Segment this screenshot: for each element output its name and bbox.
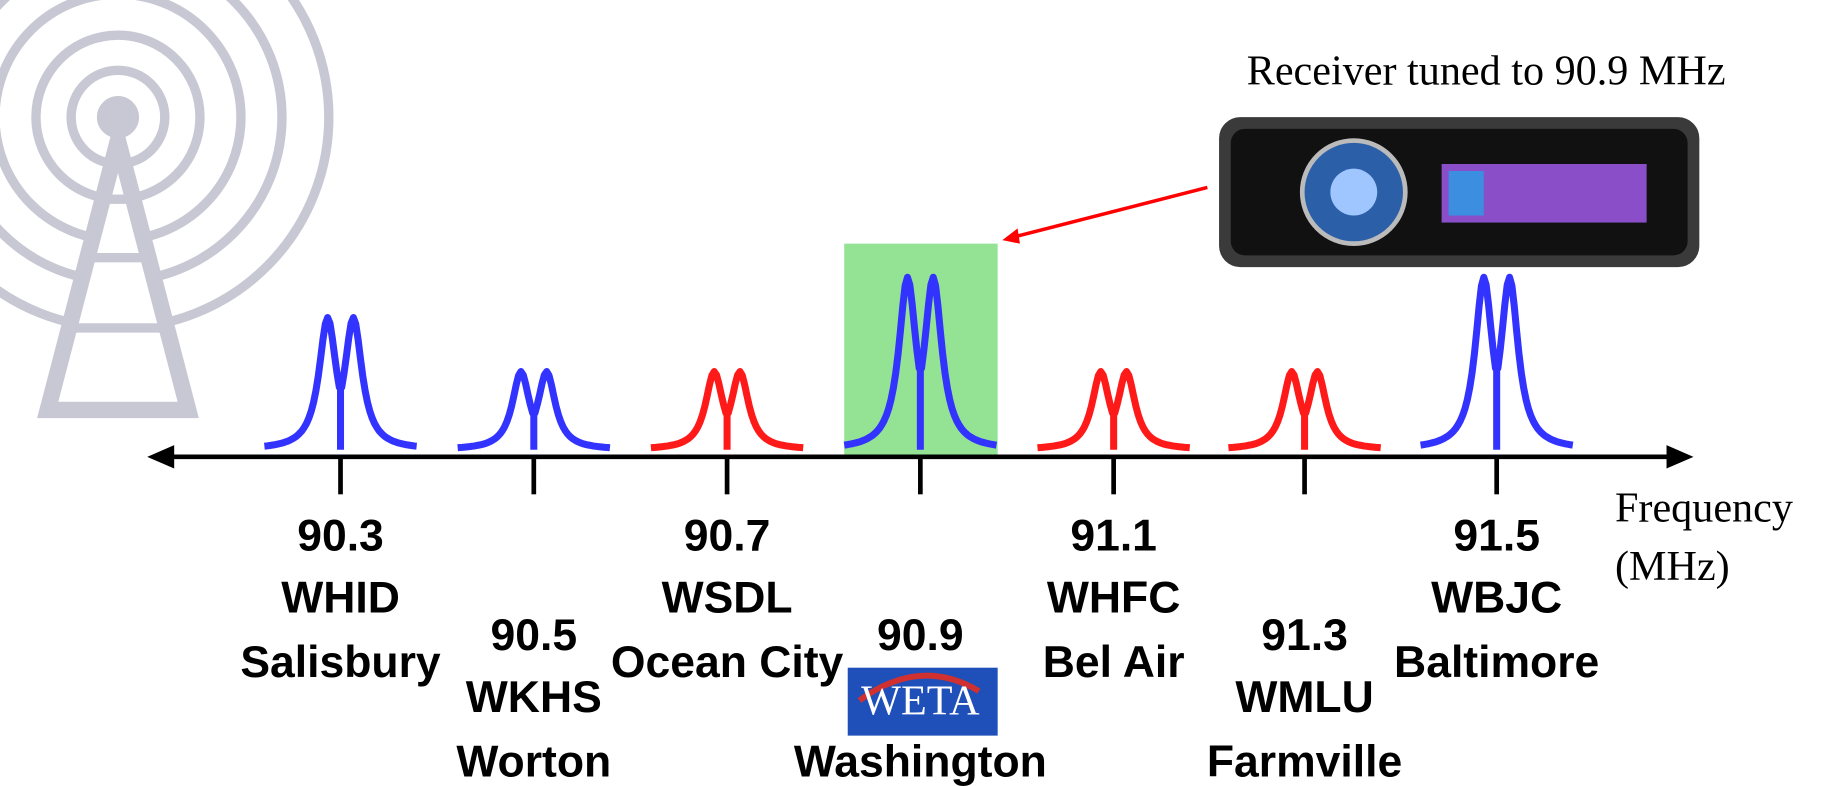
arrow-head <box>1002 228 1020 244</box>
station-call: WKHS <box>466 673 602 722</box>
station-call: WHID <box>281 574 400 623</box>
station-call: WMLU <box>1235 673 1373 722</box>
station-city: Ocean City <box>611 638 844 687</box>
station-city: Farmville <box>1207 738 1402 786</box>
station-frequency: 91.5 <box>1453 512 1540 561</box>
station-frequency: 90.5 <box>490 611 577 660</box>
tuning-arrow <box>1014 185 1208 239</box>
axis-label: Frequency <box>1615 484 1793 531</box>
tower-icon <box>0 0 334 419</box>
station-city: Bel Air <box>1043 638 1185 687</box>
station-city: Worton <box>456 738 611 786</box>
station-frequency: 90.9 <box>877 611 964 660</box>
logo-box <box>847 667 998 736</box>
receiver-label: Receiver tuned to 90.9 MHz <box>1247 47 1726 94</box>
station-call: WHFC <box>1047 574 1180 623</box>
logo-text: WETA <box>861 678 980 725</box>
station-frequency: 91.3 <box>1261 611 1348 660</box>
station-city: Washington <box>794 738 1047 786</box>
station-frequency: 90.7 <box>684 512 771 561</box>
station-frequency: 90.3 <box>297 512 384 561</box>
station-city: Baltimore <box>1394 638 1599 687</box>
axis-label: (MHz) <box>1615 543 1730 590</box>
logo-swoosh <box>857 672 981 703</box>
station-call: WSDL <box>662 574 793 623</box>
station-call: WBJC <box>1431 574 1562 623</box>
station-city: Salisbury <box>240 638 441 687</box>
receiver-image <box>1219 117 1700 268</box>
station-frequency: 91.1 <box>1070 512 1157 561</box>
